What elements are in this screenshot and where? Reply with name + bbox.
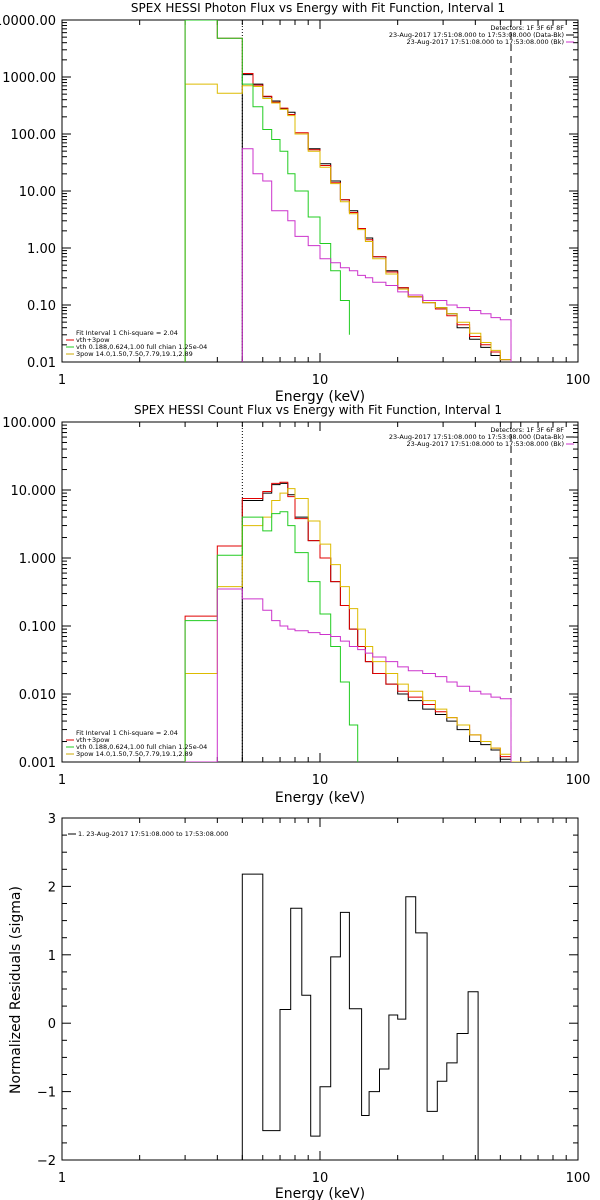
series-line-1 bbox=[184, 20, 512, 362]
x-tick-label: 100 bbox=[566, 773, 591, 788]
y-tick-label: 0.100 bbox=[19, 620, 56, 635]
x-tick-label: 1 bbox=[58, 373, 66, 388]
legend-bottom-left-entry: vth+3pow bbox=[76, 736, 110, 744]
series-line-4 bbox=[241, 148, 512, 362]
series-line-3 bbox=[184, 511, 359, 762]
legend-top-left-entry: 1. 23-Aug-2017 17:51:08.000 to 17:53:08.… bbox=[78, 830, 228, 838]
y-tick-label: 10.00 bbox=[19, 185, 56, 200]
plot-frame bbox=[61, 19, 579, 363]
series-line-1 bbox=[184, 481, 512, 762]
legend-bottom-left-entry: 3pow 14.0,1.50,7.50,7.79,19.1,2.89 bbox=[76, 350, 193, 358]
y-tick-label: 100.000 bbox=[2, 416, 56, 431]
y-tick-label: 3 bbox=[48, 812, 56, 827]
series-line-2 bbox=[184, 488, 530, 762]
x-tick-label: 10 bbox=[312, 1171, 329, 1186]
legend-top-right-entry: Detectors: 1F 3F 6F 8F bbox=[490, 24, 564, 32]
panel3-xlabel: Energy (keV) bbox=[275, 1186, 365, 1200]
y-tick-label: 1000.00 bbox=[2, 71, 56, 86]
x-tick-label: 100 bbox=[566, 1171, 591, 1186]
y-tick-label: −1 bbox=[37, 1086, 56, 1101]
y-tick-label: 0.001 bbox=[19, 756, 56, 771]
y-tick-label: 0.01 bbox=[27, 356, 56, 371]
legend-top-right-entry: Detectors: 1F 3F 6F 8F bbox=[490, 426, 564, 434]
x-tick-label: 100 bbox=[566, 373, 591, 388]
y-tick-label: 10000.00 bbox=[0, 14, 56, 29]
y-tick-label: 1 bbox=[48, 949, 56, 964]
legend-top-right-entry: 23-Aug-2017 17:51:08.000 to 17:53:08.000… bbox=[407, 440, 564, 448]
x-tick-label: 10 bbox=[312, 373, 329, 388]
panel2-plot: 1 10 100 0.001 0.010 0.100 1.000 10.000 100.000 D… bbox=[2, 416, 590, 788]
legend-bottom-left-entry: Fit Interval 1 Chi-square = 2.04 bbox=[76, 329, 178, 337]
legend-top-right-entry: 23-Aug-2017 17:51:08.000 to 17:53:08.000… bbox=[407, 38, 564, 46]
y-tick-label: 100.00 bbox=[11, 128, 57, 143]
x-tick-label: 10 bbox=[312, 773, 329, 788]
panel3-plot: 1 10 100 −2 −1 0 1 2 3 1. 23-Aug-2017 17:51:08.00… bbox=[37, 812, 591, 1186]
series-line-0 bbox=[241, 873, 479, 1160]
legend-bottom-left-entry: 3pow 14.0,1.50,7.50,7.79,19.1,2.89 bbox=[76, 750, 193, 758]
series-line-3 bbox=[184, 20, 350, 362]
series-line-4 bbox=[185, 588, 512, 762]
series-line-0 bbox=[241, 482, 512, 762]
y-tick-label: 0.010 bbox=[19, 688, 56, 703]
y-tick-label: 0.10 bbox=[27, 299, 56, 314]
legend-bottom-left-entry: vth+3pow bbox=[76, 336, 110, 344]
series-line-0 bbox=[241, 74, 512, 362]
panel1-plot: 1 10 100 0.01 0.10 1.00 10.00 100.00 1000.00 1000… bbox=[0, 14, 590, 388]
series-line-2 bbox=[184, 83, 512, 362]
y-tick-label: 1.000 bbox=[19, 552, 56, 567]
y-tick-label: 0 bbox=[48, 1017, 56, 1032]
panel1-title: SPEX HESSI Photon Flux vs Energy with Fi… bbox=[131, 1, 505, 15]
y-tick-label: 1.00 bbox=[27, 242, 56, 257]
panel2-title: SPEX HESSI Count Flux vs Energy with Fit… bbox=[134, 403, 502, 417]
panel3-ylabel: Normalized Residuals (sigma) bbox=[8, 886, 24, 1094]
legend-top-right-entry: 23-Aug-2017 17:51:08.000 to 17:53:08.000… bbox=[389, 433, 564, 441]
x-tick-label: 1 bbox=[58, 1171, 66, 1186]
y-tick-label: 2 bbox=[48, 880, 56, 895]
y-tick-label: 10.000 bbox=[11, 484, 57, 499]
panel2-xlabel: Energy (keV) bbox=[275, 790, 365, 806]
legend-bottom-left-entry: vth 0.188,0.624,1.00 full chian 1.25e-04 bbox=[76, 743, 207, 751]
legend-top-right-entry: 23-Aug-2017 17:51:08.000 to 17:53:08.000… bbox=[389, 31, 564, 39]
legend-bottom-left-entry: Fit Interval 1 Chi-square = 2.04 bbox=[76, 729, 178, 737]
y-tick-label: −2 bbox=[37, 1154, 56, 1169]
x-tick-label: 1 bbox=[58, 773, 66, 788]
panel1-xlabel: Energy (keV) bbox=[275, 389, 365, 405]
legend-bottom-left-entry: vth 0.188,0.624,1.00 full chian 1.25e-04 bbox=[76, 343, 207, 351]
